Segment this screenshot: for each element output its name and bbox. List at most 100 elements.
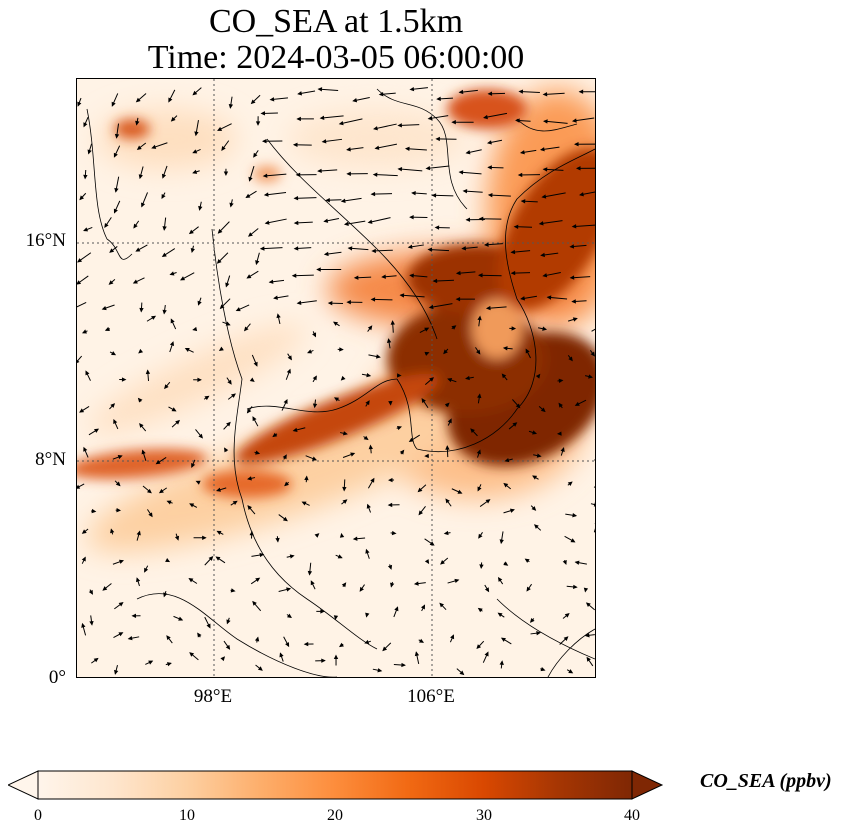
wind-vector-head: [536, 453, 542, 458]
wind-vector-head: [542, 167, 548, 172]
wind-vector-head: [325, 197, 330, 203]
wind-vector-head: [526, 586, 531, 592]
wind-vector-head: [517, 172, 523, 178]
wind-vector: [406, 148, 427, 151]
wind-vector-head: [536, 630, 541, 636]
wind-vector-head: [81, 556, 86, 562]
wind-vector-head: [497, 612, 503, 618]
wind-vector-head: [94, 428, 100, 433]
wind-vector-head: [352, 536, 358, 541]
wind-vector: [539, 220, 563, 225]
wind-vector-head: [532, 430, 538, 435]
wind-vector-head: [366, 372, 372, 378]
wind-vector-head: [145, 369, 151, 375]
wind-vector-head: [370, 477, 375, 483]
wind-vector-head: [253, 152, 258, 158]
wind-vector-head: [365, 612, 370, 618]
wind-vector-head: [127, 635, 133, 641]
wind-vector-head: [219, 304, 225, 310]
wind-vector-head: [512, 422, 518, 427]
wind-vector-head: [165, 558, 171, 563]
wind-vector-head: [411, 190, 416, 196]
wind-vector-head: [431, 193, 437, 198]
wind-vector-head: [285, 642, 290, 648]
wind-vector-head: [197, 632, 202, 638]
wind-vector-head: [230, 588, 236, 593]
wind-vector-head: [542, 92, 548, 97]
wind-vector-head: [458, 170, 464, 175]
wind-vector: [429, 303, 453, 309]
wind-vector: [345, 220, 366, 225]
wind-vector-head: [303, 641, 309, 647]
wind-vector-head: [102, 586, 108, 591]
wind-vector-head: [162, 309, 167, 315]
wind-vector: [542, 192, 566, 198]
wind-vector-head: [77, 258, 83, 263]
wind-vector-head: [224, 447, 229, 453]
wind-vector-head: [111, 351, 117, 356]
wind-vector-head: [225, 321, 231, 326]
wind-vector-head: [136, 145, 142, 150]
wind-vector-head: [247, 232, 253, 237]
wind-vector-head: [137, 397, 143, 403]
wind-vector-head: [390, 320, 395, 325]
wind-vector-head: [250, 99, 256, 105]
wind-vector: [591, 328, 595, 332]
wind-vector-head: [342, 499, 348, 504]
wind-vector-head: [574, 401, 580, 406]
wind-vector-head: [487, 140, 492, 145]
wind-vector-head: [459, 670, 465, 676]
wind-vector-head: [79, 195, 85, 201]
wind-vector-head: [104, 222, 109, 228]
wind-vector-head: [216, 259, 222, 264]
wind-vector-head: [296, 300, 302, 305]
wind-vector-head: [510, 249, 516, 255]
wind-vector-head: [118, 632, 124, 637]
map-panel: [76, 78, 596, 678]
wind-vector-head: [135, 120, 140, 126]
wind-vector-head: [289, 554, 295, 559]
wind-vector-head: [520, 296, 526, 301]
wind-vector-head: [333, 654, 339, 660]
wind-vector-head: [263, 192, 269, 197]
wind-vector-head: [194, 131, 199, 137]
wind-vector-head: [420, 604, 426, 610]
wind-vector-head: [409, 86, 415, 92]
wind-vector-head: [255, 260, 260, 266]
wind-vector-head: [562, 559, 567, 565]
wind-vector-head: [131, 613, 137, 618]
wind-vector-head: [174, 535, 180, 541]
wind-vector-head: [367, 219, 373, 224]
wind-vector-head: [397, 167, 403, 172]
wind-vector-head: [501, 373, 507, 379]
wind-vector-head: [444, 402, 450, 408]
wind-vector-head: [571, 118, 577, 123]
wind-vector-head: [311, 456, 318, 461]
wind-vector-head: [477, 486, 482, 492]
wind-vector-head: [206, 623, 211, 629]
wind-vector-head: [295, 172, 301, 177]
wind-vector-head: [135, 97, 141, 103]
wind-vector-head: [133, 223, 138, 229]
wind-vector-head: [83, 227, 89, 232]
wind-vector-head: [197, 377, 202, 382]
wind-vector: [519, 90, 540, 93]
lon-label-106e: 106°E: [407, 686, 455, 707]
wind-vector-head: [574, 142, 579, 147]
wind-vector-head: [146, 488, 152, 494]
wind-vector-head: [572, 317, 578, 322]
wind-vector-head: [465, 217, 471, 222]
wind-vector-head: [164, 384, 169, 390]
wind-vector-head: [407, 244, 413, 249]
wind-vector-head: [202, 535, 207, 540]
wind-vector-head: [339, 347, 344, 352]
wind-vector-head: [443, 349, 448, 355]
wind-vector-head: [197, 300, 202, 306]
lat-label-16n: 16°N: [25, 230, 66, 251]
wind-vector-head: [333, 397, 340, 402]
wind-vector-head: [253, 361, 258, 367]
wind-vector-head: [371, 248, 376, 254]
wind-vector-head: [341, 582, 347, 588]
wind-vector-head: [138, 174, 143, 180]
wind-vector-head: [477, 607, 483, 613]
